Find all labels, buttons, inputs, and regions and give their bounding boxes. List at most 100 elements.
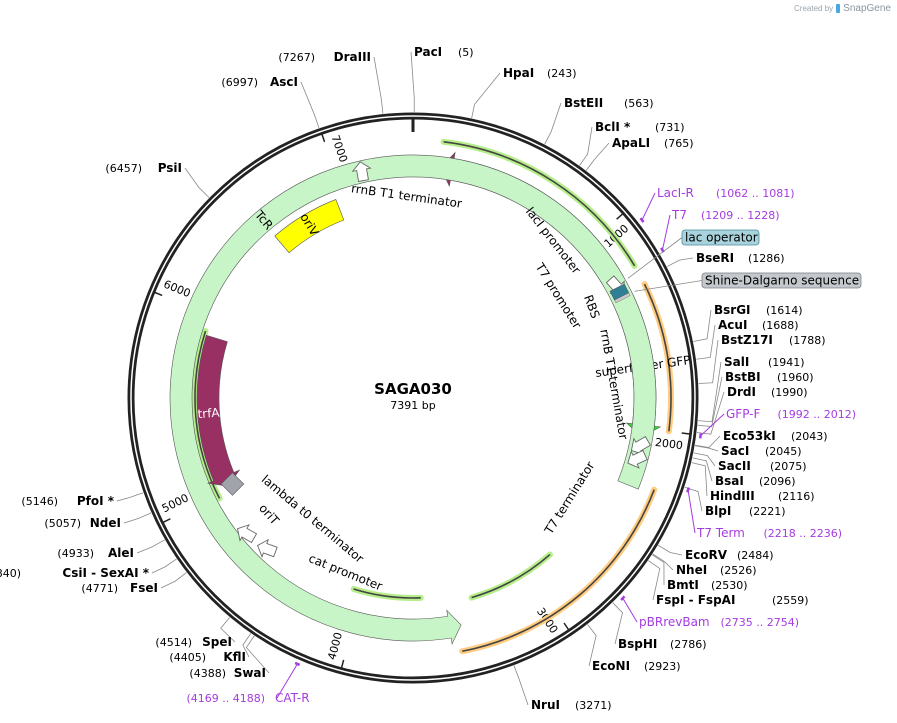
enzyme-name[interactable]: SalI <box>724 355 749 369</box>
enzyme-site[interactable]: SacII (2075) <box>693 452 807 473</box>
primer-site[interactable]: GFP-F (1992 .. 2012) <box>698 407 856 439</box>
enzyme-site[interactable]: NruI (3271) <box>513 665 612 712</box>
enzyme-name[interactable]: HpaI <box>503 66 534 80</box>
enzyme-name[interactable]: SpeI <box>202 635 232 649</box>
enzyme-name[interactable]: DraIII <box>334 50 371 64</box>
enzyme-site[interactable]: BstEII (563) <box>544 96 654 145</box>
enzyme-name[interactable]: ApaLI <box>612 136 650 150</box>
enzyme-name[interactable]: PsiI <box>158 161 182 175</box>
enzyme-name[interactable]: NdeI <box>90 516 121 530</box>
enzyme-name[interactable]: NruI <box>531 698 560 712</box>
primer-name[interactable]: LacI-R <box>657 186 694 200</box>
lac-operator-block[interactable] <box>609 283 631 304</box>
enzyme-name[interactable]: BseRI <box>696 251 734 265</box>
primer-site[interactable]: LacI-R (1062 .. 1081) <box>639 186 795 223</box>
enzyme-name[interactable]: CsiI - SexAI * <box>62 566 149 580</box>
enzyme-site[interactable]: BseRI (1286) <box>666 251 785 267</box>
primer-name[interactable]: T7 Term <box>696 526 745 540</box>
enzyme-name[interactable]: HindIII <box>710 489 755 503</box>
orf-halo <box>468 551 553 601</box>
enzyme-site[interactable]: HpaI (243) <box>471 66 577 119</box>
enzyme-site[interactable]: ApaLI (765) <box>585 136 694 171</box>
enzyme-name[interactable]: EcoNI <box>592 659 630 673</box>
ruler-tick <box>162 518 171 523</box>
enzyme-site[interactable]: FseI (4771) <box>81 572 187 595</box>
enzyme-site[interactable]: PfoI * (5146) <box>21 492 144 508</box>
enzyme-name[interactable]: SacII <box>718 459 751 473</box>
rrnb-t1-terminator-3-icon[interactable] <box>624 447 649 471</box>
enzyme-site[interactable]: BstBI (1960) <box>697 370 814 428</box>
primer-name[interactable]: CAT-R <box>275 691 310 705</box>
enzyme-site[interactable]: AleI (4933) <box>57 539 165 560</box>
enzyme-site[interactable]: BspHI (2786) <box>612 602 707 651</box>
enzyme-site[interactable]: EcoRV (2484) <box>657 544 774 562</box>
enzyme-site[interactable]: SwaI (4388) <box>189 635 270 680</box>
enzyme-name[interactable]: FseI <box>130 581 158 595</box>
enzyme-name[interactable]: BlpI <box>705 504 731 518</box>
primer-site[interactable]: T7 (1209 .. 1228) <box>660 208 780 253</box>
enzyme-name[interactable]: KflI <box>223 650 246 664</box>
enzyme-site[interactable]: SacI (2045) <box>694 444 802 458</box>
enzyme-site[interactable]: DrdI (1990) <box>696 385 808 435</box>
lambda-t0-terminator-icon[interactable] <box>233 521 258 546</box>
enzyme-name[interactable]: AscI <box>270 75 298 89</box>
enzyme-name[interactable]: PacI <box>414 45 442 59</box>
enzyme-site[interactable]: AcuI (1688) <box>696 318 799 360</box>
enzyme-name[interactable]: Eco53kI <box>723 429 776 443</box>
enzyme-site[interactable]: BlpI (2221) <box>684 486 786 518</box>
enzyme-site[interactable]: KflI (4405) <box>169 633 252 664</box>
enzyme-name[interactable]: BclI * <box>595 120 631 134</box>
enzyme-site[interactable]: BsrGI (1614) <box>693 303 803 342</box>
enzyme-name[interactable]: AleI <box>108 546 134 560</box>
enzyme-name[interactable]: DrdI <box>727 385 756 399</box>
enzyme-site[interactable]: PsiI (6457) <box>105 161 210 198</box>
enzyme-name[interactable]: NheI <box>676 563 707 577</box>
enzyme-site[interactable]: NheI (2526) <box>652 553 757 577</box>
enzyme-name[interactable]: SacI <box>721 444 749 458</box>
enzyme-site[interactable]: HindIII (2116) <box>691 462 815 503</box>
orit-feature[interactable] <box>220 472 245 496</box>
enzyme-name[interactable]: BsaI <box>715 474 744 488</box>
enzyme-name[interactable]: PfoI * <box>77 494 115 508</box>
enzyme-site[interactable]: BmtI (2530) <box>652 554 748 592</box>
rrnb-t1-terminator-icon[interactable] <box>351 160 372 182</box>
enzyme-site[interactable]: Eco53kI (2043) <box>695 429 828 448</box>
enzyme-site[interactable]: PacI (5) <box>410 45 474 113</box>
feature-trfa[interactable] <box>196 334 241 487</box>
enzyme-site[interactable]: BstZ17I (1788) <box>698 333 826 384</box>
enzyme-site[interactable]: CsiI - SexAI * (4840) <box>0 558 177 580</box>
enzyme-name[interactable]: BstBI <box>725 370 761 384</box>
enzyme-site[interactable]: SalI (1941) <box>698 355 805 423</box>
primer-site[interactable]: CAT-R (4169 .. 4188) <box>186 661 310 705</box>
enzyme-name[interactable]: AcuI <box>718 318 747 332</box>
enzyme-site[interactable]: EcoNI (2923) <box>587 624 681 673</box>
enzyme-position: (2923) <box>644 660 681 673</box>
enzyme-site[interactable]: SpeI (4514) <box>155 617 236 649</box>
enzyme-site[interactable]: AscI (6997) <box>221 75 320 129</box>
enzyme-name[interactable]: BstZ17I <box>721 333 773 347</box>
enzyme-position: (563) <box>624 97 654 110</box>
enzyme-name[interactable]: BsrGI <box>714 303 751 317</box>
enzyme-site[interactable]: BsaI (2096) <box>692 457 796 488</box>
enzyme-site[interactable]: DraIII (7267) <box>278 50 384 114</box>
enzyme-name[interactable]: SwaI <box>234 666 266 680</box>
feature-oriv[interactable] <box>274 199 345 254</box>
enzyme-site[interactable]: FspI - FspAI (2559) <box>648 560 809 607</box>
enzyme-name[interactable]: EcoRV <box>685 548 728 562</box>
enzyme-name[interactable]: BmtI <box>667 578 699 592</box>
feature-tcr[interactable] <box>169 154 657 645</box>
enzyme-name[interactable]: BstEII <box>564 96 603 110</box>
cat-promoter-icon[interactable] <box>254 537 278 560</box>
enzyme-site[interactable]: NdeI (5057) <box>44 512 152 530</box>
enzyme-site[interactable]: BclI * (731) <box>579 120 685 166</box>
enzyme-name[interactable]: BspHI <box>618 637 657 651</box>
enzyme-name[interactable]: FspI - FspAI <box>656 593 735 607</box>
primer-name[interactable]: GFP-F <box>726 407 761 421</box>
primer-name[interactable]: pBRrevBam <box>639 615 710 629</box>
primer-site[interactable]: pBRrevBam (2735 .. 2754) <box>620 595 799 629</box>
primer-name[interactable]: T7 <box>671 208 687 222</box>
boxed-feature-label[interactable]: lac operator <box>627 229 760 279</box>
boxed-feature-label[interactable]: Shine-Dalgarno sequence <box>634 272 862 292</box>
primer-site[interactable]: T7 Term (2218 .. 2236) <box>686 487 842 540</box>
